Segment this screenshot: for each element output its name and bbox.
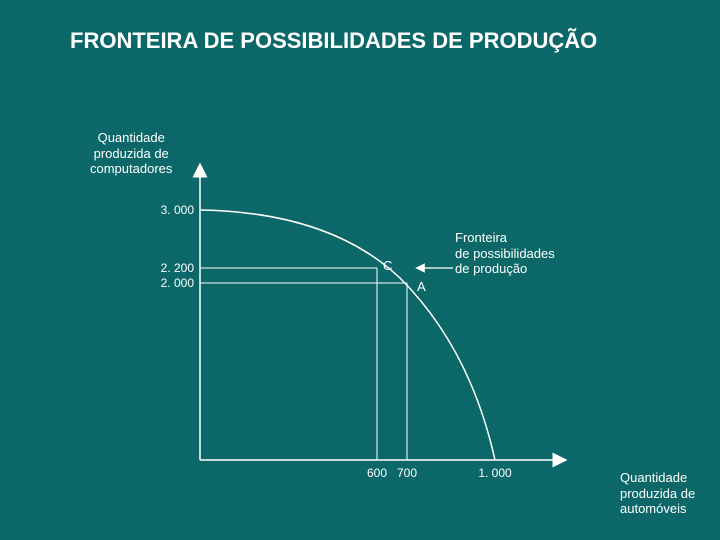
x-axis-label-l1: Quantidade [620, 470, 687, 485]
point-label-a: A [417, 279, 426, 294]
y-tick: 2. 000 [161, 276, 194, 290]
point-label-c: C [383, 258, 392, 273]
guide-lines [200, 268, 407, 460]
slide: FRONTEIRA DE POSSIBILIDADES DE PRODUÇÃO … [0, 0, 720, 540]
y-axis-label: Quantidade produzida de computadores [90, 130, 172, 177]
y-axis-label-l2: produzida de [94, 146, 169, 161]
curve-label-l1: Fronteira [455, 230, 507, 245]
x-axis-label: Quantidade produzida de automóveis [620, 470, 695, 517]
curve-label-l2: de possibilidades [455, 246, 555, 261]
y-tick: 3. 000 [161, 203, 194, 217]
curve-label: Fronteira de possibilidades de produção [455, 230, 555, 277]
y-axis-label-l3: computadores [90, 161, 172, 176]
x-tick: 700 [389, 466, 425, 480]
ppf-curve [200, 210, 495, 460]
curve-label-l3: de produção [455, 261, 527, 276]
x-axis-label-l3: automóveis [620, 501, 686, 516]
x-axis-label-l2: produzida de [620, 486, 695, 501]
page-title: FRONTEIRA DE POSSIBILIDADES DE PRODUÇÃO [70, 28, 597, 54]
chart-svg [0, 0, 720, 540]
y-axis-label-l1: Quantidade [98, 130, 165, 145]
page-title-text: FRONTEIRA DE POSSIBILIDADES DE PRODUÇÃO [70, 28, 597, 53]
x-tick: 1. 000 [477, 466, 513, 480]
y-tick: 2. 200 [161, 261, 194, 275]
